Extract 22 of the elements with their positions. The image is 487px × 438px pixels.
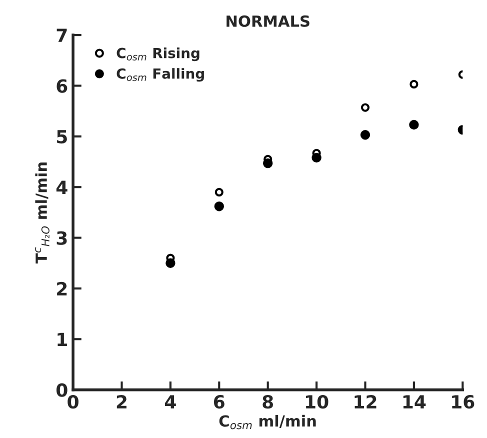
x-tick-label: 6 [214, 395, 224, 409]
x-axis-title: C$_{osm}$ ml/min [219, 414, 316, 430]
y-tick-label: 3 [56, 231, 67, 245]
y-tick-label: 2 [57, 282, 67, 296]
legend-label: C$_{osm}$ Rising [116, 48, 200, 62]
x-tick-label: 10 [306, 395, 328, 409]
y-tick-label: 4 [56, 180, 68, 194]
x-tick-label: 14 [403, 395, 426, 408]
y-tick-label: 7 [56, 28, 67, 42]
y-axis-title: T$^{c}$$_{H₂O}$ ml/min [34, 162, 50, 264]
x-tick-label: 0 [68, 395, 78, 409]
x-tick-label: 4 [164, 395, 176, 408]
x-tick-label: 2 [116, 395, 126, 408]
x-tick-label: 16 [452, 395, 474, 409]
y-tick-label: 1 [58, 332, 67, 346]
legend-label: C$_{osm}$ Falling [116, 68, 204, 82]
y-tick-label: 0 [56, 383, 68, 397]
y-tick-label: 5 [57, 130, 67, 144]
chart-title: NORMALS [226, 15, 310, 27]
x-tick-label: 8 [262, 395, 274, 409]
y-tick-label: 6 [56, 79, 68, 93]
x-tick-label: 12 [354, 395, 376, 408]
